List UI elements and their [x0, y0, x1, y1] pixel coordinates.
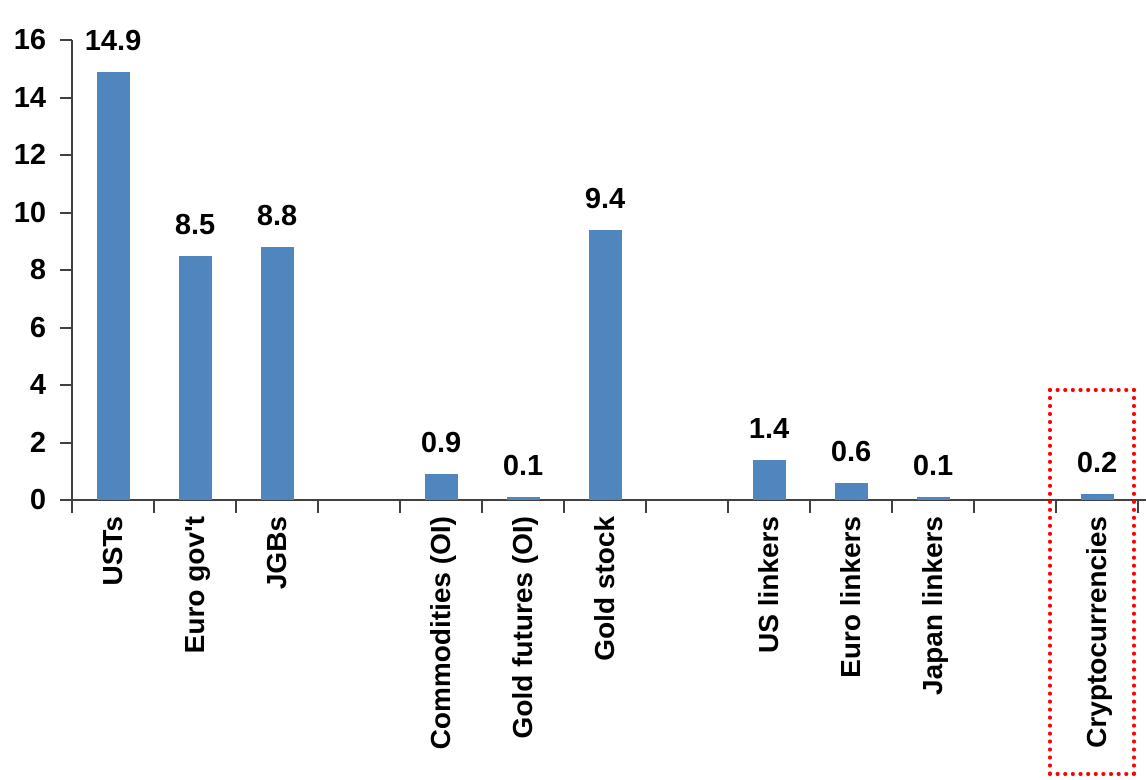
bar — [588, 230, 622, 500]
category-label-text: Cryptocurrencies — [1081, 516, 1112, 748]
y-axis-tick-label: 10 — [13, 196, 46, 229]
y-axis-tick-label: 6 — [29, 311, 46, 344]
bar — [96, 72, 130, 500]
x-axis-tick — [71, 500, 73, 513]
bar-value-label: 0.9 — [420, 427, 462, 459]
y-axis-tick-label: 4 — [29, 369, 46, 401]
y-axis-tick-label: 2 — [29, 426, 46, 459]
category-label: Euro linkers — [826, 516, 876, 683]
x-axis-tick — [153, 500, 155, 513]
y-axis-tick — [60, 326, 72, 329]
highlight-dotted-box — [1048, 388, 1136, 776]
x-axis-tick — [973, 500, 975, 513]
x-axis-tick — [727, 500, 729, 513]
x-axis-tick — [891, 500, 893, 513]
category-label-text: USTs — [97, 516, 128, 586]
x-axis-tick — [809, 500, 811, 513]
category-label-text: US linkers — [753, 516, 784, 653]
category-label: Gold stock — [580, 516, 630, 666]
category-label-text: Gold futures (OI) — [507, 516, 538, 739]
bar — [752, 460, 786, 500]
bar — [424, 474, 458, 500]
bar-value-label: 9.4 — [584, 183, 626, 215]
y-axis-tick — [60, 96, 72, 99]
category-label: US linkers — [744, 516, 794, 658]
category-label: Japan linkers — [908, 516, 958, 700]
x-axis-tick — [563, 500, 565, 513]
x-axis-tick — [399, 500, 401, 513]
y-axis-line — [71, 40, 73, 500]
bar-value-label: 8.8 — [256, 200, 298, 232]
x-axis-tick — [1055, 500, 1057, 513]
x-axis-tick — [317, 500, 319, 513]
bar — [260, 247, 294, 500]
bar-value-label: 0.1 — [502, 450, 544, 482]
bar — [834, 483, 868, 500]
bar — [1080, 494, 1114, 500]
bar-value-label: 0.2 — [1076, 447, 1118, 479]
y-axis-tick — [60, 384, 72, 386]
y-axis-tick — [60, 269, 72, 271]
bar — [178, 256, 212, 500]
y-axis-tick-label: 16 — [13, 24, 46, 56]
category-label: USTs — [88, 516, 138, 591]
category-label: JGBs — [252, 516, 302, 594]
category-label: Cryptocurrencies — [1072, 516, 1122, 753]
y-axis-tick-label: 8 — [29, 254, 46, 286]
bar-value-label: 1.4 — [748, 413, 790, 445]
bar — [506, 497, 540, 500]
y-axis-tick-label: 12 — [13, 139, 46, 171]
y-axis-tick-label: 0 — [29, 484, 46, 516]
bar — [916, 497, 950, 500]
x-axis-tick — [645, 500, 647, 513]
category-label-text: Commodities (OI) — [425, 516, 456, 750]
y-axis-tick — [60, 441, 72, 444]
y-axis-tick — [60, 39, 72, 41]
x-axis-tick — [481, 500, 483, 513]
category-label-text: Euro gov't — [179, 516, 210, 654]
x-axis-tick — [1137, 500, 1139, 513]
category-label-text: Gold stock — [589, 516, 620, 661]
bar-value-label: 0.6 — [830, 436, 872, 468]
category-label-text: Japan linkers — [917, 516, 948, 695]
y-axis-tick — [60, 154, 72, 156]
y-axis-tick — [60, 211, 72, 214]
x-axis-line — [71, 499, 1146, 501]
x-axis-tick — [235, 500, 237, 513]
y-axis-tick-label: 14 — [13, 81, 46, 114]
bar-value-label: 0.1 — [912, 450, 954, 482]
category-label: Gold futures (OI) — [498, 516, 548, 743]
y-axis-tick — [60, 499, 72, 501]
category-label: Commodities (OI) — [416, 516, 466, 754]
category-label-text: JGBs — [261, 516, 292, 590]
category-label: Euro gov't — [170, 516, 220, 658]
category-label-text: Euro linkers — [835, 516, 866, 678]
bar-value-label: 14.9 — [84, 25, 142, 57]
bar-value-label: 8.5 — [174, 209, 216, 241]
